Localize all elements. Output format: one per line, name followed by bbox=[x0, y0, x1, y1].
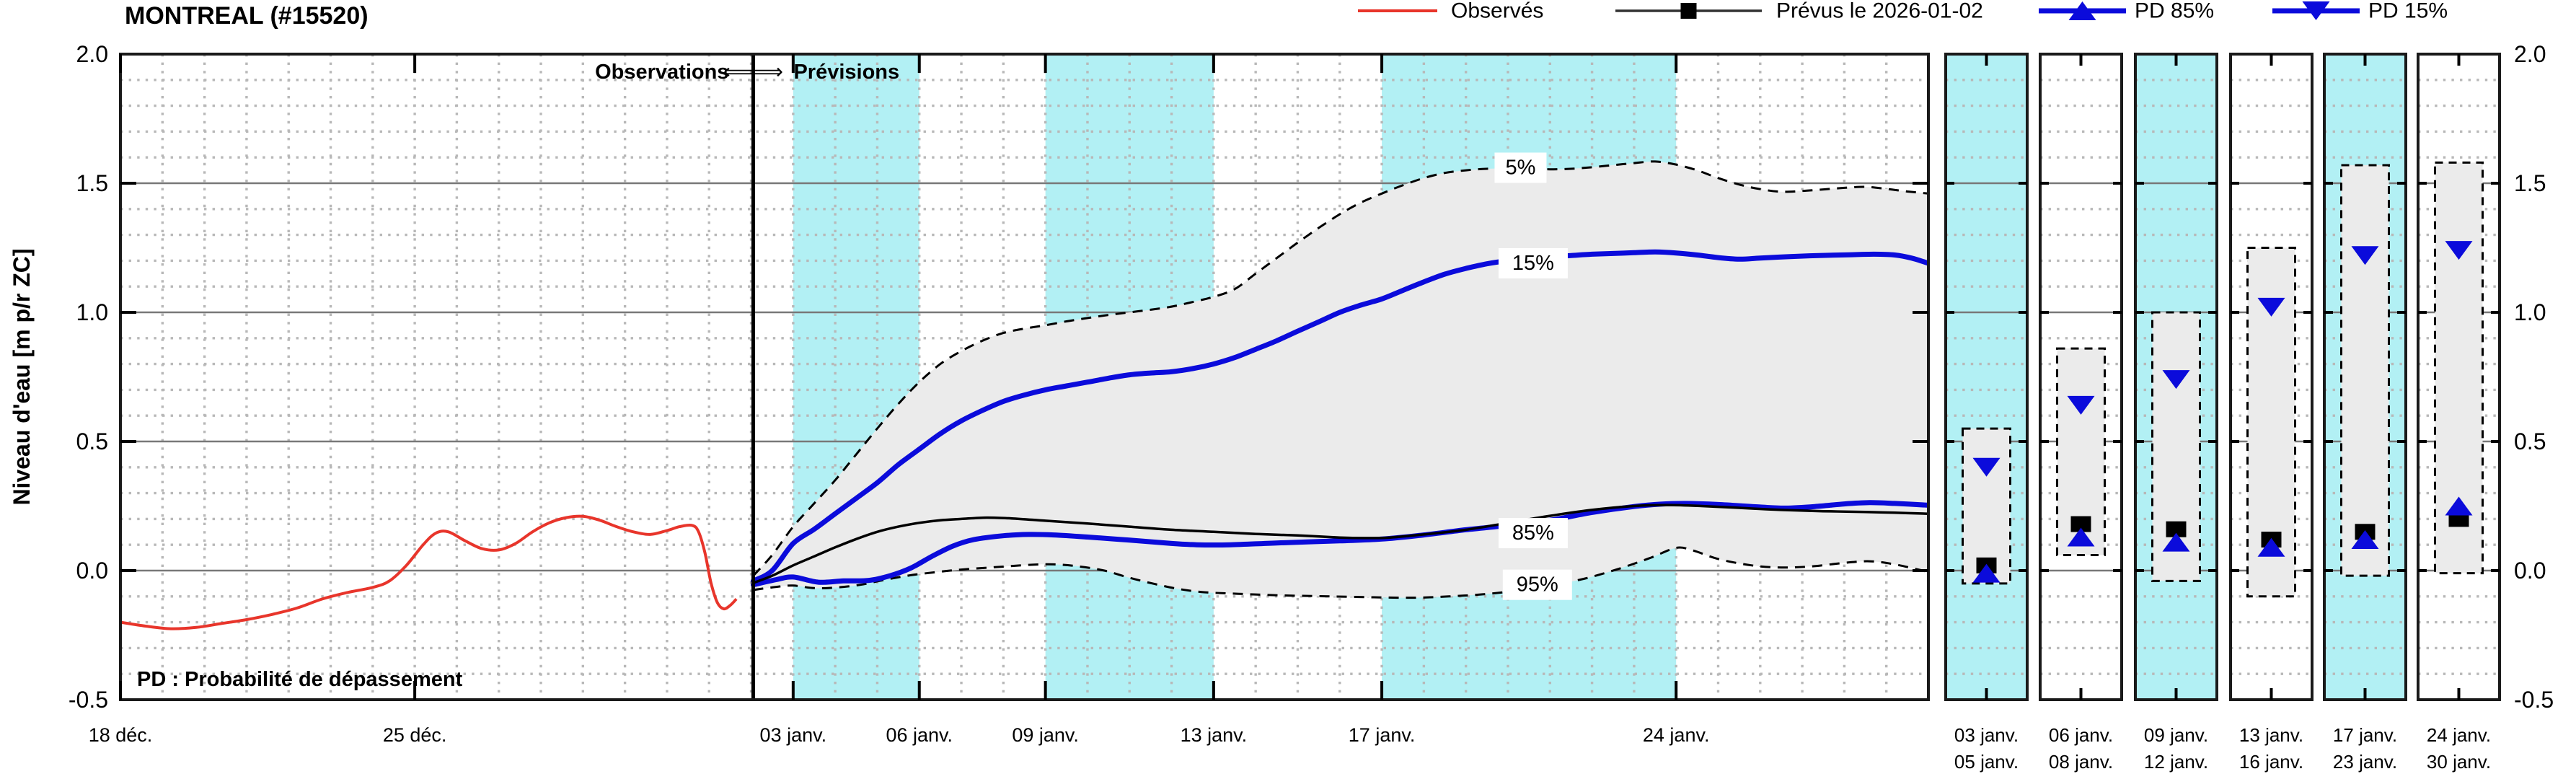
y-axis-tick-label-right: 1.5 bbox=[2514, 170, 2546, 196]
observations-zone-label: Observations bbox=[595, 61, 728, 84]
page-title: MONTREAL (#15520) bbox=[125, 2, 369, 30]
x-axis-tick-label: 25 déc. bbox=[383, 724, 447, 746]
curves bbox=[120, 160, 1928, 630]
x-axis-tick-label: 06 janv. bbox=[886, 724, 953, 746]
y-axis-tick-label-left: -0.5 bbox=[69, 687, 108, 713]
summary-panel-3: 09 janv. 12 janv. bbox=[2134, 53, 2218, 773]
panel-pd15-triangle-down-icon bbox=[1972, 457, 2001, 477]
forecast-median-line bbox=[752, 503, 1928, 584]
y-axis-tick-label-right: 1.0 bbox=[2514, 299, 2546, 325]
curve-label-mask bbox=[1494, 152, 1547, 183]
uncertainty-band-5-95 bbox=[753, 161, 1928, 598]
x-axis-tick-label: 24 janv. bbox=[1643, 724, 1710, 746]
panel-end-date-label: 08 janv. bbox=[2049, 751, 2113, 773]
panel-forecast-square-icon bbox=[2070, 516, 2091, 532]
panel-background bbox=[1946, 54, 2027, 700]
quantile-5-line bbox=[752, 160, 1928, 577]
legend-triangle-up-icon bbox=[2068, 1, 2096, 20]
panel-pd85-triangle-up-icon bbox=[2351, 530, 2379, 550]
pd-definition-note: PD : Probabilité de dépassement bbox=[137, 668, 463, 691]
x-axis-tick-label: 18 déc. bbox=[89, 724, 153, 746]
legend: Observés Prévus le 2026-01-02 PD 85% PD 15% bbox=[1358, 0, 2448, 23]
panel-start-date-label: 06 janv. bbox=[2049, 724, 2113, 746]
y-axis-tick-label-right: 2.0 bbox=[2514, 41, 2546, 67]
x-axis-tick-label: 13 janv. bbox=[1181, 724, 1248, 746]
panel-end-date-label: 16 janv. bbox=[2239, 751, 2303, 773]
panel-pd85-triangle-up-icon bbox=[2067, 527, 2095, 547]
panel-pd15-triangle-down-icon bbox=[2257, 297, 2285, 317]
main-plot: 5% 15% 85% 95% bbox=[119, 53, 1930, 701]
panel-start-date-label: 09 janv. bbox=[2144, 724, 2208, 746]
x-axis-tick-label: 09 janv. bbox=[1012, 724, 1079, 746]
y-axis-tick-label-left: 0.5 bbox=[76, 428, 108, 454]
summary-panel-2: 06 janv. 08 janv. bbox=[2039, 53, 2123, 773]
legend-triangle-down-icon bbox=[2302, 1, 2330, 20]
legend-item-label: Observés bbox=[1451, 0, 1543, 23]
curve-label-5: 5% bbox=[1506, 157, 1536, 180]
legend-item-1: Observés bbox=[1358, 0, 1543, 23]
plot-border bbox=[119, 53, 1930, 701]
x-axis-tick-label: 17 janv. bbox=[1349, 724, 1416, 746]
curve-label-15: 15% bbox=[1512, 252, 1554, 275]
panel-start-date-label: 24 janv. bbox=[2427, 724, 2491, 746]
legend-item-2: Prévus le 2026-01-02 bbox=[1615, 0, 1983, 23]
curve-label-95: 95% bbox=[1517, 573, 1558, 597]
panel-end-date-label: 30 janv. bbox=[2427, 751, 2491, 773]
y-axis-tick-label-left: 2.0 bbox=[76, 41, 108, 67]
curve-label-mask bbox=[1498, 518, 1568, 549]
panel-pd85-triangle-up-icon bbox=[2162, 532, 2190, 552]
pd-85-line bbox=[751, 500, 1928, 588]
panel-pd15-triangle-down-icon bbox=[2162, 370, 2190, 390]
forecast-highlight-band bbox=[793, 54, 919, 700]
summary-panel-6: 24 janv. 30 janv. bbox=[2417, 53, 2501, 773]
panel-end-date-label: 23 janv. bbox=[2333, 751, 2397, 773]
legend-item-label: PD 85% bbox=[2135, 0, 2214, 23]
panel-pd85-triangle-up-icon bbox=[1972, 563, 2001, 583]
legend-item-4: PD 15% bbox=[2272, 0, 2448, 23]
curve-label-85: 85% bbox=[1512, 522, 1554, 545]
y-axis-title: Niveau d'eau [m p/r ZC] bbox=[9, 248, 35, 505]
previsions-zone-label: Prévisions bbox=[793, 61, 899, 84]
panel-start-date-label: 03 janv. bbox=[1954, 724, 2019, 746]
y-axis-tick-label-right: 0.5 bbox=[2514, 428, 2546, 454]
y-axis-tick-label-right: -0.5 bbox=[2514, 687, 2554, 713]
pd-15-line bbox=[751, 249, 1928, 584]
curve-label-mask bbox=[1498, 247, 1568, 278]
panel-range-box bbox=[2340, 164, 2390, 577]
panel-pd15-triangle-down-icon bbox=[2351, 246, 2379, 265]
x-axis-tick-label: 03 janv. bbox=[760, 724, 827, 746]
panel-pd85-triangle-up-icon bbox=[2257, 537, 2285, 557]
curve-label-mask bbox=[1502, 569, 1572, 600]
summary-panel-4: 13 janv. 16 janv. bbox=[2229, 53, 2313, 773]
panel-end-date-label: 05 janv. bbox=[1954, 751, 2019, 773]
panel-start-date-label: 17 janv. bbox=[2333, 724, 2397, 746]
summary-panel-1: 03 janv. 05 janv. bbox=[1944, 53, 2029, 773]
panel-forecast-square-icon bbox=[2166, 521, 2187, 537]
legend-item-label: PD 15% bbox=[2368, 0, 2448, 23]
legend-forecast-square-icon bbox=[1680, 3, 1697, 19]
panel-pd15-triangle-down-icon bbox=[2445, 241, 2473, 260]
legend-item-3: PD 85% bbox=[2039, 0, 2214, 23]
panel-pd85-triangle-up-icon bbox=[2445, 496, 2473, 516]
y-axis-tick-label-left: 0.0 bbox=[76, 558, 108, 584]
observed-line bbox=[120, 514, 738, 630]
legend-item-label: Prévus le 2026-01-02 bbox=[1776, 0, 1983, 23]
observations-forecast-arrows-icon: ⟸⟹ bbox=[723, 61, 783, 84]
panel-end-date-label: 12 janv. bbox=[2144, 751, 2208, 773]
y-axis-tick-label-left: 1.5 bbox=[76, 170, 108, 196]
y-axis-tick-label-right: 0.0 bbox=[2514, 558, 2546, 584]
panel-start-date-label: 13 janv. bbox=[2239, 724, 2303, 746]
summary-panel-5: 17 janv. 23 janv. bbox=[2323, 53, 2407, 773]
panel-pd15-triangle-down-icon bbox=[2067, 395, 2095, 415]
y-axis-tick-label-left: 1.0 bbox=[76, 299, 108, 325]
